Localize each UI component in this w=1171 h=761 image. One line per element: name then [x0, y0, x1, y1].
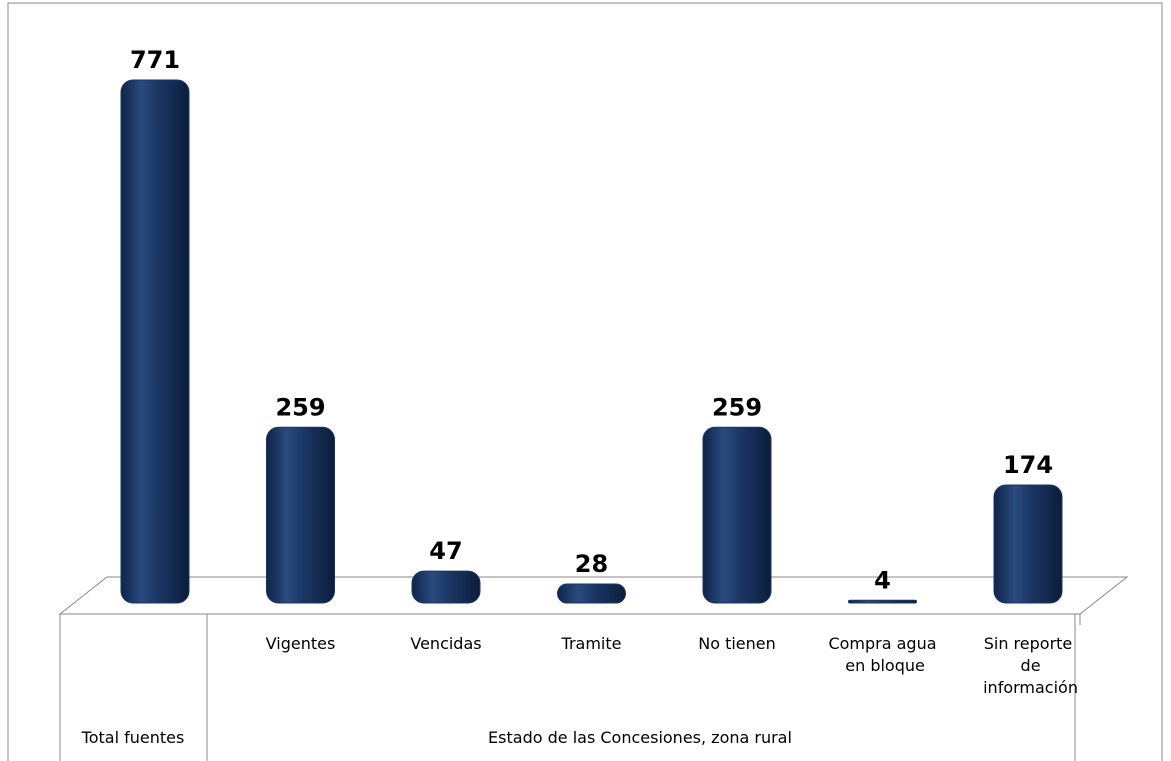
x-tick-label: No tienen — [698, 634, 776, 653]
bar — [266, 426, 335, 604]
x-tick-label: Total fuentes — [81, 728, 185, 747]
x-tick-label: Vencidas — [410, 634, 481, 653]
value-label: 47 — [429, 537, 462, 565]
value-label: 174 — [1003, 451, 1053, 479]
bar — [993, 484, 1063, 604]
x-tick-label: Compra agua en bloque — [828, 634, 936, 675]
value-label: 28 — [575, 550, 608, 578]
bar — [848, 599, 917, 604]
bar — [120, 79, 190, 604]
value-label: 4 — [874, 566, 891, 594]
bar — [557, 583, 626, 604]
value-label: 259 — [275, 393, 325, 421]
value-label: 259 — [712, 393, 762, 421]
bar — [702, 426, 772, 604]
x-tick-label: Vigentes — [266, 634, 336, 653]
value-label: 771 — [130, 46, 180, 74]
frame — [7, 2, 1163, 761]
category-group-label: Estado de las Concesiones, zona rural — [488, 728, 792, 747]
bar — [411, 570, 481, 604]
x-tick-label: Tramite — [561, 634, 622, 653]
floor — [58, 576, 1129, 761]
x-tick-label: Sin reporte de información — [978, 634, 1078, 697]
